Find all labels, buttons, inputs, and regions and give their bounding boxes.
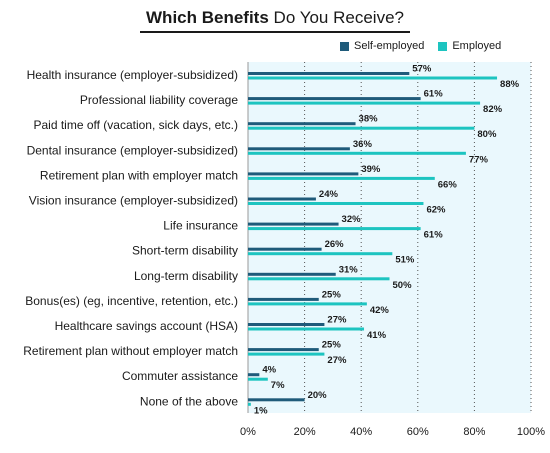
x-tick-label: 60% [407, 426, 429, 438]
bar-employed [248, 126, 475, 130]
legend: Self-employed Employed [340, 40, 515, 52]
bar-self-employed [248, 122, 356, 126]
category-label: Commuter assistance [122, 369, 238, 383]
category-label: Short-term disability [132, 244, 238, 258]
value-label-employed: 88% [500, 79, 520, 90]
bar-self-employed [248, 297, 319, 301]
value-label-employed: 50% [393, 280, 413, 291]
x-tick-label: 40% [350, 426, 372, 438]
category-label: Dental insurance (employer-subsidized) [27, 143, 238, 157]
chart-title-normal: Do You Receive? [273, 8, 404, 27]
value-label-employed: 51% [395, 255, 415, 266]
category-label: Life insurance [163, 219, 238, 233]
bar-self-employed [248, 398, 305, 402]
bar-self-employed [248, 222, 339, 226]
value-label-employed: 82% [483, 104, 503, 115]
bar-employed [248, 377, 268, 381]
value-label-employed: 7% [271, 380, 285, 391]
category-label: Vision insurance (employer-subsidized) [29, 194, 238, 208]
legend-swatch-employed [438, 41, 448, 51]
value-label-employed: 62% [426, 205, 446, 216]
bar-employed [248, 176, 435, 180]
bar-self-employed [248, 97, 421, 101]
category-label: Retirement plan without employer match [23, 344, 238, 358]
bar-employed [248, 402, 251, 406]
bar-self-employed [248, 247, 322, 251]
category-label: Long-term disability [134, 269, 238, 283]
value-label-self-employed: 39% [361, 164, 381, 175]
value-label-self-employed: 57% [412, 64, 432, 75]
value-label-employed: 42% [370, 305, 390, 316]
category-label: Healthcare savings account (HSA) [55, 319, 238, 333]
bar-employed [248, 277, 390, 281]
bar-self-employed [248, 197, 316, 201]
value-label-employed: 61% [424, 230, 444, 241]
value-label-employed: 41% [367, 330, 387, 341]
value-label-employed: 77% [469, 154, 489, 165]
value-label-self-employed: 24% [319, 189, 339, 200]
value-label-self-employed: 61% [424, 89, 444, 100]
bar-employed [248, 302, 367, 306]
bar-employed [248, 76, 498, 80]
value-label-self-employed: 20% [308, 390, 328, 401]
legend-item-employed: Employed [438, 40, 501, 52]
x-tick-label: 20% [294, 426, 316, 438]
value-label-employed: 66% [438, 179, 458, 190]
value-label-self-employed: 27% [327, 315, 347, 326]
category-label: Health insurance (employer-subsidized) [27, 68, 238, 82]
bar-self-employed [248, 147, 350, 151]
bar-self-employed [248, 172, 359, 176]
value-label-self-employed: 25% [322, 289, 342, 300]
bar-employed [248, 101, 481, 105]
bar-employed [248, 352, 325, 356]
bar-self-employed [248, 72, 410, 75]
value-label-employed: 27% [327, 355, 347, 366]
bar-employed [248, 227, 421, 231]
bar-employed [248, 252, 393, 256]
bar-self-employed [248, 272, 336, 276]
category-label: Paid time off (vacation, sick days, etc.… [33, 118, 238, 132]
bar-employed [248, 202, 424, 205]
chart-title-wrap: Which Benefits Do You Receive? [0, 8, 550, 33]
x-tick-label: 0% [240, 426, 256, 438]
category-label: Professional liability coverage [80, 93, 238, 107]
value-label-self-employed: 31% [339, 264, 359, 275]
chart-title: Which Benefits Do You Receive? [140, 8, 410, 33]
value-label-employed: 80% [477, 129, 497, 140]
legend-label-self-employed: Self-employed [354, 40, 425, 52]
legend-swatch-self-employed [340, 41, 349, 51]
category-label: None of the above [140, 394, 238, 408]
value-label-self-employed: 26% [325, 239, 345, 250]
bar-self-employed [248, 323, 325, 326]
value-label-employed: 1% [254, 405, 268, 416]
legend-item-self-employed: Self-employed [340, 40, 424, 52]
value-label-self-employed: 38% [359, 114, 379, 125]
bar-employed [248, 327, 365, 331]
bar-self-employed [248, 348, 319, 352]
value-label-self-employed: 36% [353, 139, 373, 150]
bar-self-employed [248, 373, 260, 377]
legend-label-employed: Employed [452, 40, 502, 52]
bar-employed [248, 151, 466, 155]
category-label: Bonus(es) (eg, incentive, retention, etc… [25, 294, 238, 308]
value-label-self-employed: 25% [322, 340, 342, 351]
x-tick-label: 100% [517, 426, 545, 438]
x-tick-label: 80% [463, 426, 485, 438]
value-label-self-employed: 32% [342, 214, 362, 225]
chart-title-bold: Which Benefits [146, 8, 269, 27]
value-label-self-employed: 4% [262, 365, 276, 376]
category-label: Retirement plan with employer match [40, 168, 238, 182]
